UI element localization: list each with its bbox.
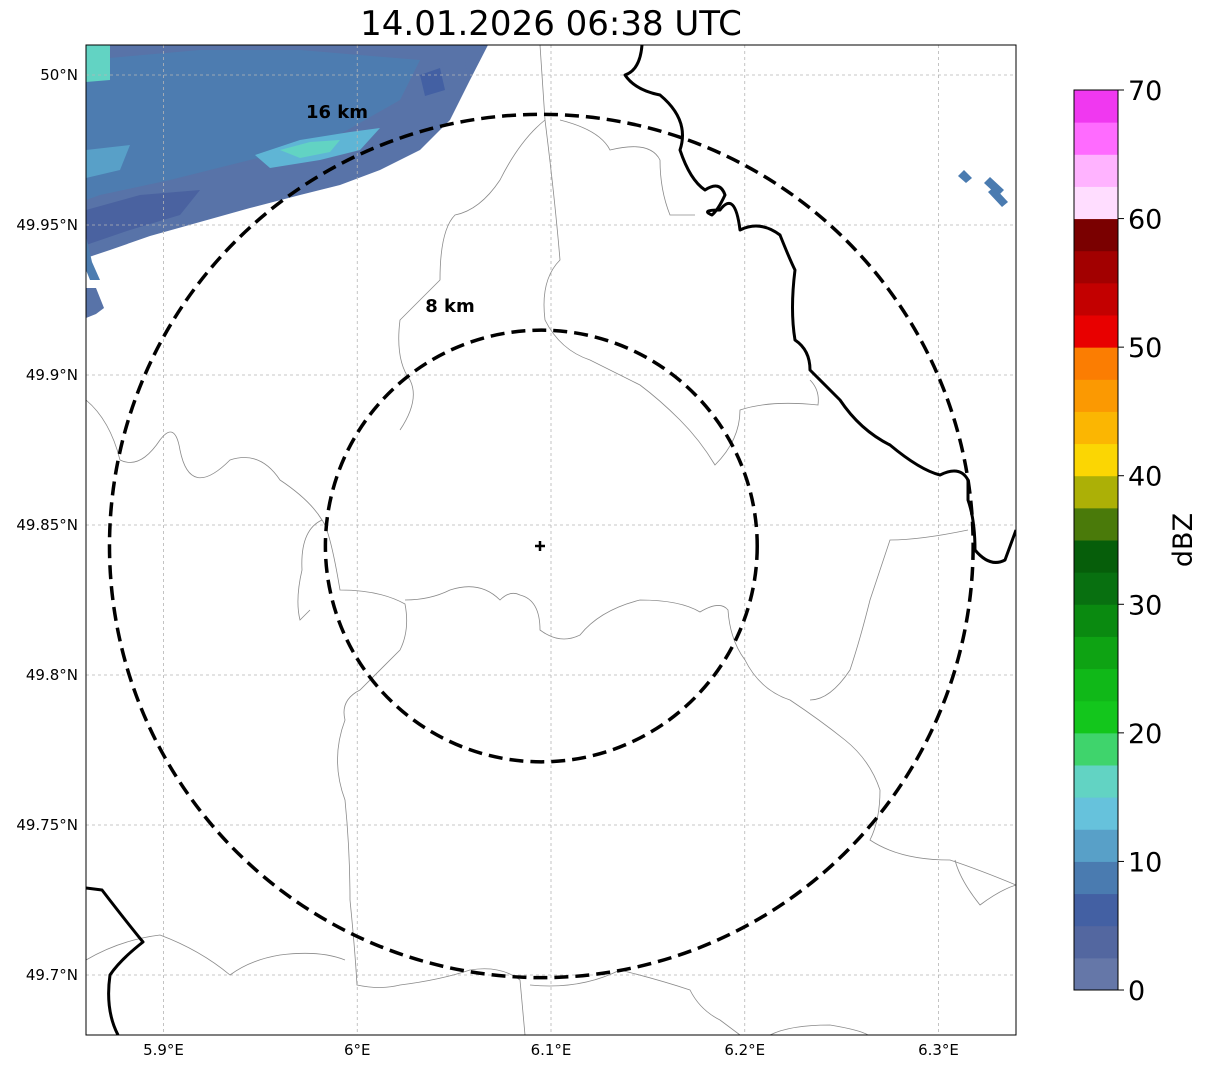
x-tick-label: 6°E <box>344 1041 371 1059</box>
colorbar: 0 10 20 30 40 50 60 70 <box>1073 76 1162 1007</box>
colorbar-segment <box>1074 218 1118 252</box>
colorbar-tick-label: 30 <box>1128 590 1162 621</box>
y-tick-label: 49.8°N <box>26 666 78 684</box>
colorbar-segment <box>1074 282 1118 316</box>
radar-echo-area <box>86 45 488 318</box>
x-axis-ticks: 5.9°E 6°E 6.1°E 6.2°E 6.3°E <box>143 1041 959 1059</box>
radar-echo-small <box>958 170 1008 207</box>
colorbar-segment <box>1074 700 1118 734</box>
colorbar-segment <box>1074 540 1118 573</box>
y-tick-label: 49.7°N <box>26 966 78 984</box>
y-axis-ticks: 50°N 49.95°N 49.9°N 49.85°N 49.8°N 49.75°N 49.… <box>16 66 78 984</box>
y-tick-label: 50°N <box>40 66 78 84</box>
y-tick-label: 49.95°N <box>16 216 78 234</box>
colorbar-segment <box>1074 411 1118 445</box>
colorbar-segment <box>1074 154 1118 187</box>
colorbar-segment <box>1074 829 1118 862</box>
range-ring-label: 8 km <box>425 296 475 317</box>
y-tick-label: 49.85°N <box>16 516 78 534</box>
colorbar-segment <box>1074 861 1118 895</box>
range-ring-label: 16 km <box>306 102 368 123</box>
colorbar-tick-label: 60 <box>1128 205 1162 236</box>
colorbar-segment <box>1074 122 1118 155</box>
colorbar-segment <box>1074 250 1118 284</box>
colorbar-segment <box>1074 507 1118 541</box>
y-tick-label: 49.9°N <box>26 366 78 384</box>
colorbar-tick-label: 40 <box>1128 462 1162 493</box>
colorbar-segment <box>1074 347 1118 380</box>
colorbar-segment <box>1074 379 1118 412</box>
colorbar-segment <box>1074 957 1118 991</box>
colorbar-segment <box>1074 443 1118 477</box>
x-tick-label: 6.3°E <box>918 1041 959 1059</box>
colorbar-segment <box>1074 90 1118 123</box>
range-rings <box>107 112 975 980</box>
colorbar-segment <box>1074 797 1118 830</box>
radar-site-plus-icon <box>535 541 545 551</box>
colorbar-tick-label: 50 <box>1128 333 1162 364</box>
colorbar-segment <box>1074 668 1118 702</box>
range-ring <box>323 328 759 764</box>
range-ring <box>107 112 975 980</box>
colorbar-segment <box>1074 572 1118 605</box>
colorbar-label: dBZ <box>1168 513 1199 567</box>
colorbar-segment <box>1074 186 1118 220</box>
colorbar-tick-label: 10 <box>1128 847 1162 878</box>
gridlines <box>86 45 1016 1035</box>
colorbar-segment <box>1074 893 1118 927</box>
colorbar-frame <box>1073 89 1119 991</box>
admin-boundaries <box>86 45 1016 1035</box>
colorbar-segment <box>1074 925 1118 959</box>
colorbar-tick-label: 70 <box>1128 76 1162 107</box>
x-tick-label: 6.2°E <box>724 1041 765 1059</box>
map-frame <box>85 44 1017 1036</box>
colorbar-segment <box>1074 636 1118 670</box>
colorbar-segment <box>1074 604 1118 637</box>
colorbar-tick-label: 0 <box>1128 976 1145 1007</box>
colorbar-segment <box>1074 765 1118 798</box>
colorbar-segment <box>1074 475 1118 509</box>
x-tick-label: 5.9°E <box>143 1041 184 1059</box>
colorbar-segment <box>1074 315 1118 348</box>
country-border <box>86 45 1016 1035</box>
colorbar-tick-label: 20 <box>1128 719 1162 750</box>
x-tick-label: 6.1°E <box>531 1041 572 1059</box>
y-tick-label: 49.75°N <box>16 816 78 834</box>
map-title: 14.01.2026 06:38 UTC <box>360 4 742 44</box>
colorbar-segment <box>1074 732 1118 766</box>
